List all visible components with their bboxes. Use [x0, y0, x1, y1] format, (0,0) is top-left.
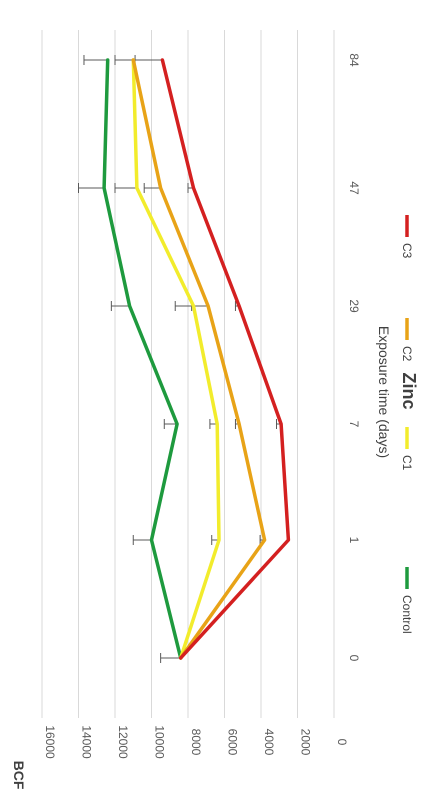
y-tick-label: 4000: [262, 729, 276, 756]
series-lines: [102, 58, 291, 660]
legend-label-c1: C1: [400, 455, 414, 471]
x-tick-label: 84: [347, 53, 361, 67]
x-tick-label: 47: [347, 181, 361, 195]
chart-title: Zinc: [399, 372, 419, 409]
y-tick-label: 6000: [226, 729, 240, 756]
series-line-c3: [160, 58, 291, 660]
gridlines: [41, 30, 335, 718]
y-tick-label: 0: [335, 739, 349, 746]
error-bars: [78, 55, 282, 663]
x-axis-title: Exposure time (days): [376, 326, 392, 458]
series-line-c1: [131, 58, 221, 660]
series-line-control: [102, 58, 183, 660]
legend-label-control: Control: [400, 595, 414, 634]
x-tick-label: 1: [347, 537, 361, 544]
y-tick-labels: 0 2000 4000 6000 8000 10000 12000 14000 16000: [43, 725, 349, 759]
x-tick-labels: 0 1 7 29 47 84: [347, 53, 361, 661]
y-tick-label: 2000: [299, 729, 313, 756]
y-tick-label: 12000: [116, 725, 130, 759]
y-tick-label: 14000: [80, 725, 94, 759]
x-tick-label: 7: [347, 421, 361, 428]
y-axis-title: BCF: [11, 761, 27, 790]
legend-label-c2: C2: [400, 346, 414, 362]
y-tick-label: 16000: [43, 725, 57, 759]
y-tick-label: 10000: [153, 725, 167, 759]
plot-area: 0 2000 4000 6000 8000 10000 12000 14000 16000 0 1…: [41, 30, 361, 759]
x-tick-label: 0: [347, 655, 361, 662]
x-tick-label: 29: [347, 299, 361, 313]
series-line-c2: [131, 58, 267, 660]
legend-label-c3: C3: [400, 243, 414, 259]
legend: Control C1 C2 C3: [400, 215, 414, 634]
y-tick-label: 8000: [189, 729, 203, 756]
